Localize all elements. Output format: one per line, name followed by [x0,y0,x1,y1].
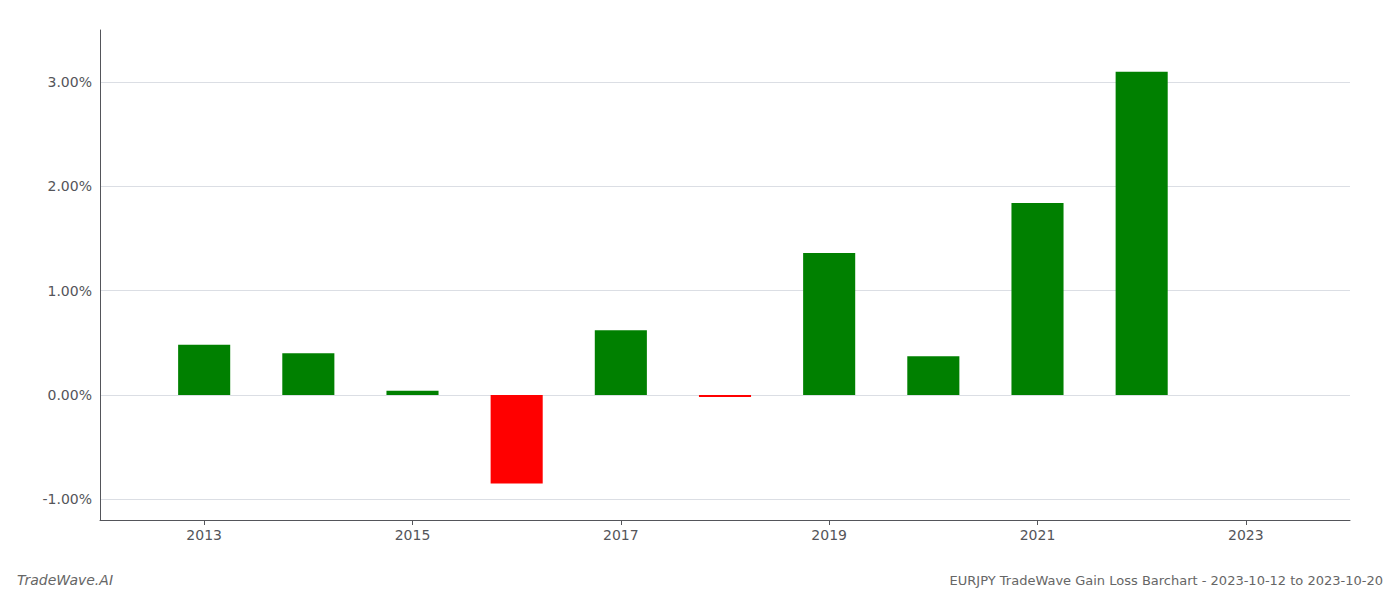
svg-text:2017: 2017 [603,527,639,543]
svg-text:2023: 2023 [1228,527,1264,543]
svg-text:2019: 2019 [811,527,847,543]
svg-text:TradeWave.AI: TradeWave.AI [17,572,113,588]
svg-text:2021: 2021 [1020,527,1056,543]
svg-text:1.00%: 1.00% [48,283,92,299]
svg-text:2.00%: 2.00% [48,178,92,194]
svg-text:3.00%: 3.00% [48,74,92,90]
svg-text:EURJPY TradeWave Gain Loss Bar: EURJPY TradeWave Gain Loss Barchart - 20… [950,573,1383,588]
svg-text:-1.00%: -1.00% [42,491,92,507]
svg-text:0.00%: 0.00% [48,387,92,403]
svg-text:2013: 2013 [186,527,222,543]
svg-text:2015: 2015 [395,527,431,543]
